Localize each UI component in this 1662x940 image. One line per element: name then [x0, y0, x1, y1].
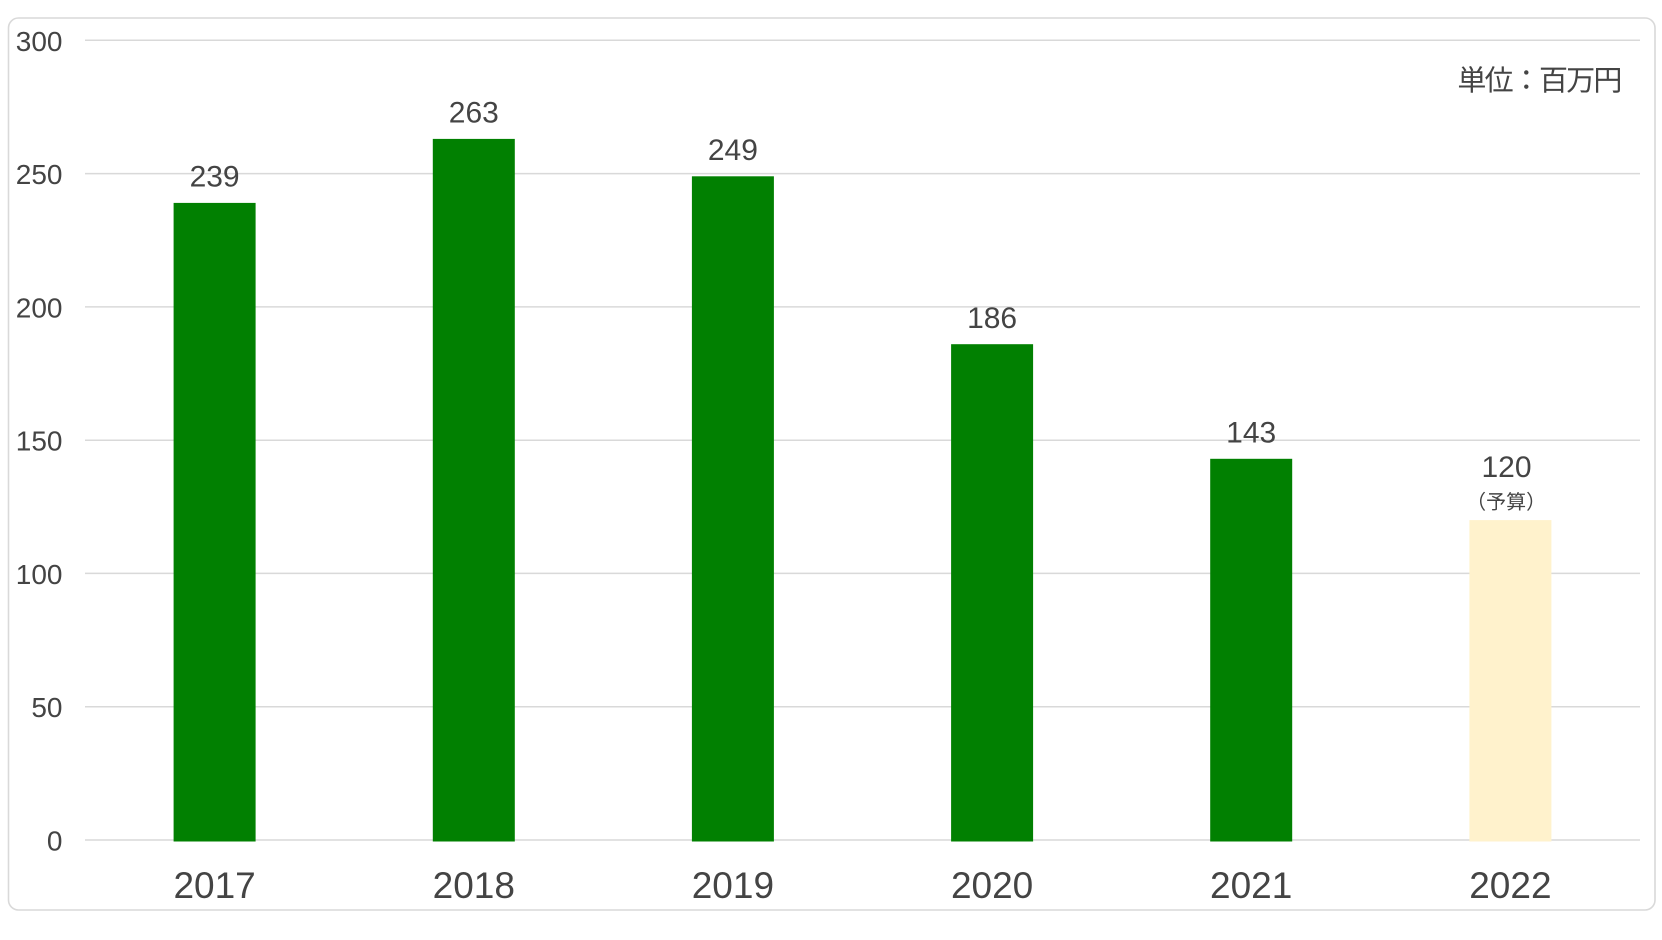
svg-text:300: 300 — [16, 26, 63, 57]
svg-text:2018: 2018 — [433, 865, 515, 906]
svg-text:143: 143 — [1226, 417, 1276, 450]
svg-text:2017: 2017 — [173, 865, 255, 906]
svg-text:2022: 2022 — [1469, 865, 1551, 906]
svg-text:263: 263 — [449, 97, 499, 130]
svg-text:2019: 2019 — [692, 865, 774, 906]
svg-text:0: 0 — [47, 826, 63, 857]
svg-text:50: 50 — [31, 692, 62, 723]
svg-text:2020: 2020 — [951, 865, 1033, 906]
svg-text:250: 250 — [16, 159, 63, 190]
svg-text:2021: 2021 — [1210, 865, 1292, 906]
svg-text:239: 239 — [190, 161, 240, 194]
svg-text:150: 150 — [16, 426, 63, 457]
svg-text:120: 120 — [1481, 451, 1531, 484]
svg-text:249: 249 — [708, 134, 758, 167]
svg-text:100: 100 — [16, 559, 63, 590]
svg-text:200: 200 — [16, 292, 63, 323]
svg-text:186: 186 — [967, 302, 1017, 335]
